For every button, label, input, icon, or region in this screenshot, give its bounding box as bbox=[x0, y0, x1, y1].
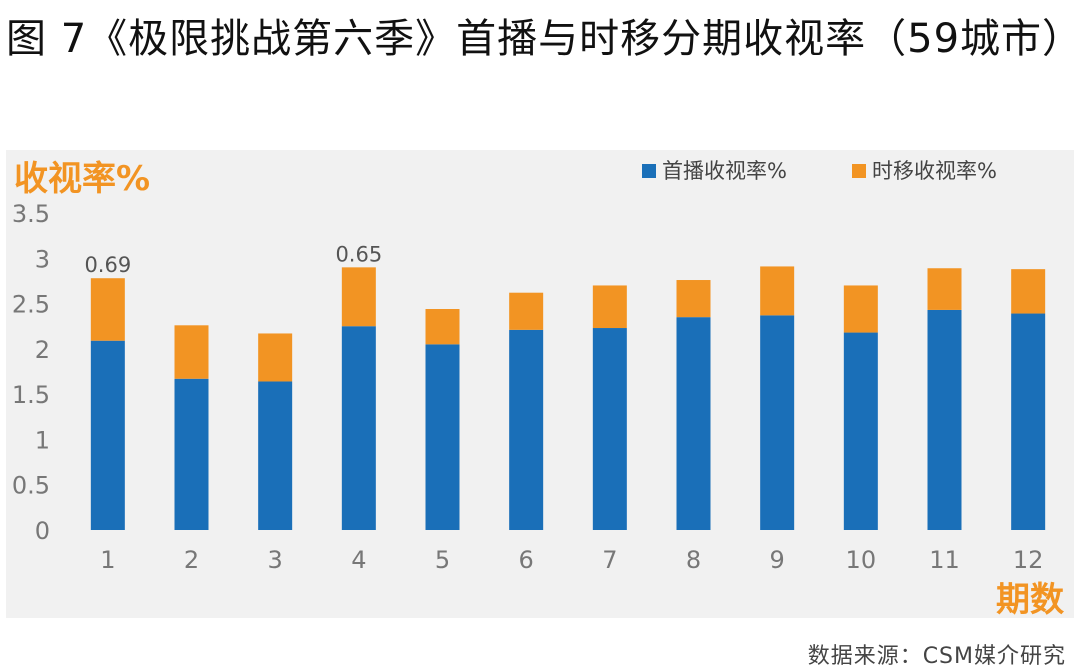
legend-label-premiere: 首播收视率% bbox=[662, 159, 787, 183]
x-tick-label: 6 bbox=[519, 546, 534, 574]
source-note: 数据来源：CSM媒介研究 bbox=[807, 644, 1066, 669]
chart-title: 图 7《极限挑战第六季》首播与时移分期收视率（59城市） bbox=[6, 16, 1080, 62]
bar-timeshift bbox=[927, 268, 962, 310]
x-tick-label: 3 bbox=[268, 546, 283, 574]
x-tick-label: 7 bbox=[602, 546, 617, 574]
bar-timeshift bbox=[843, 285, 878, 333]
x-tick-label: 1 bbox=[100, 546, 115, 574]
bar-timeshift bbox=[174, 325, 209, 379]
bar-timeshift bbox=[676, 280, 711, 318]
bar-timeshift bbox=[258, 333, 293, 382]
x-axis-title: 期数 bbox=[996, 580, 1064, 618]
legend-label-timeshift: 时移收视率% bbox=[872, 159, 997, 183]
bar-premiere bbox=[1011, 313, 1046, 530]
bar-premiere bbox=[90, 340, 125, 530]
data-label: 0.65 bbox=[335, 242, 382, 266]
stacked-bar-chart: 收视率%00.511.522.533.51 2 3 4 5 6 7 8 9 10 11 120.69 0… bbox=[12, 159, 1064, 618]
bar-timeshift bbox=[425, 309, 460, 345]
bar-premiere bbox=[174, 378, 209, 530]
chart-panel: 收视率% 0 0.5 1 1.5 2 2.5 3 3.5 1 2 3 4 5 6 7 8 9 10 11 12 0.69 0… bbox=[6, 150, 1074, 618]
y-tick-label: 0 bbox=[35, 517, 50, 545]
data-label: 0.69 bbox=[84, 253, 131, 277]
y-tick-label: 2 bbox=[35, 336, 50, 364]
legend-swatch-timeshift bbox=[852, 164, 866, 178]
x-tick-label: 4 bbox=[351, 546, 366, 574]
bar-timeshift bbox=[341, 267, 376, 327]
x-tick-label: 8 bbox=[686, 546, 701, 574]
y-tick-label: 3 bbox=[35, 245, 50, 273]
bar-premiere bbox=[509, 329, 544, 530]
x-tick-label: 11 bbox=[929, 546, 960, 574]
x-tick-label: 9 bbox=[770, 546, 785, 574]
legend-swatch-premiere bbox=[642, 164, 656, 178]
y-tick-label: 0.5 bbox=[12, 472, 50, 500]
bar-premiere bbox=[341, 326, 376, 530]
x-tick-label: 12 bbox=[1013, 546, 1044, 574]
bar-premiere bbox=[676, 317, 711, 530]
y-tick-label: 1.5 bbox=[12, 381, 50, 409]
x-tick-label: 5 bbox=[435, 546, 450, 574]
bar-timeshift bbox=[760, 266, 795, 316]
y-tick-label: 1 bbox=[35, 426, 50, 454]
y-tick-label: 3.5 bbox=[12, 200, 50, 228]
bar-timeshift bbox=[1011, 269, 1046, 314]
x-tick-label: 2 bbox=[184, 546, 199, 574]
bar-premiere bbox=[258, 381, 293, 530]
x-tick-label: 10 bbox=[846, 546, 877, 574]
bar-timeshift bbox=[592, 285, 627, 329]
bar-premiere bbox=[927, 309, 962, 530]
bar-timeshift bbox=[509, 292, 544, 330]
bar-premiere bbox=[843, 332, 878, 530]
y-tick-label: 2.5 bbox=[12, 291, 50, 319]
bar-premiere bbox=[592, 328, 627, 530]
bar-premiere bbox=[425, 344, 460, 530]
bar-timeshift bbox=[90, 278, 125, 341]
y-axis-title: 收视率% bbox=[14, 159, 150, 199]
bar-premiere bbox=[760, 315, 795, 530]
